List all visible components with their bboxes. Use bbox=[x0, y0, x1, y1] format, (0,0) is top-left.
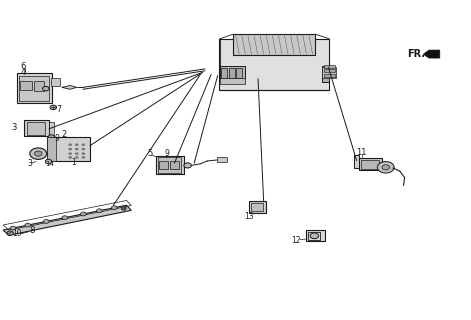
Text: 14: 14 bbox=[45, 161, 54, 167]
Text: 1: 1 bbox=[71, 158, 76, 167]
Text: 11: 11 bbox=[356, 148, 366, 157]
Circle shape bbox=[81, 156, 85, 159]
Bar bbox=[322, 66, 329, 82]
Circle shape bbox=[30, 148, 47, 159]
Circle shape bbox=[42, 86, 49, 91]
Bar bbox=[309, 232, 320, 240]
Bar bbox=[249, 201, 266, 212]
Bar bbox=[219, 66, 245, 79]
Bar bbox=[20, 81, 32, 90]
Circle shape bbox=[45, 159, 52, 164]
Circle shape bbox=[68, 152, 72, 155]
Bar bbox=[17, 73, 52, 103]
Bar bbox=[354, 155, 359, 168]
Bar bbox=[219, 78, 245, 84]
Text: 12: 12 bbox=[291, 236, 300, 245]
Bar bbox=[33, 81, 44, 91]
Bar bbox=[306, 230, 325, 241]
Bar bbox=[221, 68, 227, 78]
Circle shape bbox=[377, 162, 394, 173]
Text: 8: 8 bbox=[30, 226, 35, 235]
Circle shape bbox=[184, 163, 191, 168]
Bar bbox=[170, 161, 179, 169]
Circle shape bbox=[7, 231, 13, 236]
Circle shape bbox=[81, 143, 85, 146]
Circle shape bbox=[81, 148, 85, 150]
Polygon shape bbox=[3, 205, 131, 235]
Circle shape bbox=[111, 206, 117, 210]
Bar bbox=[47, 137, 56, 161]
Circle shape bbox=[43, 220, 49, 223]
Circle shape bbox=[10, 226, 16, 230]
Circle shape bbox=[382, 165, 390, 170]
Text: 3: 3 bbox=[27, 159, 32, 168]
Bar bbox=[361, 160, 379, 169]
Circle shape bbox=[75, 156, 79, 159]
Bar bbox=[47, 137, 90, 161]
Text: 4: 4 bbox=[20, 68, 25, 77]
Text: 6: 6 bbox=[20, 61, 26, 70]
Circle shape bbox=[81, 152, 85, 155]
Polygon shape bbox=[423, 50, 440, 58]
Bar bbox=[24, 120, 49, 136]
Text: 2: 2 bbox=[62, 130, 67, 139]
Bar bbox=[156, 156, 184, 174]
Text: 5: 5 bbox=[147, 149, 153, 158]
Circle shape bbox=[310, 233, 318, 239]
Bar bbox=[233, 34, 315, 55]
Bar bbox=[217, 157, 227, 162]
Bar bbox=[19, 76, 49, 101]
Circle shape bbox=[81, 212, 86, 216]
Bar bbox=[158, 157, 181, 173]
Bar bbox=[324, 74, 334, 77]
Circle shape bbox=[68, 156, 72, 159]
Bar bbox=[324, 69, 334, 72]
Bar bbox=[229, 68, 235, 78]
Text: 3: 3 bbox=[11, 123, 16, 132]
Circle shape bbox=[75, 152, 79, 155]
Bar bbox=[324, 65, 334, 68]
Text: FR.: FR. bbox=[407, 49, 425, 59]
Circle shape bbox=[34, 151, 42, 156]
Circle shape bbox=[50, 105, 57, 110]
Text: 13: 13 bbox=[244, 212, 253, 221]
Circle shape bbox=[25, 223, 31, 227]
Text: 9: 9 bbox=[164, 149, 169, 158]
Circle shape bbox=[62, 216, 68, 220]
Circle shape bbox=[75, 143, 79, 146]
Bar bbox=[159, 161, 168, 169]
Bar bbox=[26, 122, 45, 134]
Text: 10: 10 bbox=[12, 229, 22, 238]
Bar bbox=[219, 39, 329, 90]
Bar bbox=[359, 158, 382, 170]
Bar bbox=[322, 67, 336, 78]
Bar bbox=[51, 78, 60, 86]
Polygon shape bbox=[62, 85, 77, 89]
Circle shape bbox=[122, 207, 126, 210]
Bar bbox=[251, 203, 263, 211]
Circle shape bbox=[68, 148, 72, 150]
Text: 7: 7 bbox=[56, 105, 61, 114]
Bar bbox=[49, 122, 54, 134]
Circle shape bbox=[97, 209, 102, 212]
Circle shape bbox=[68, 143, 72, 146]
Text: 9: 9 bbox=[55, 134, 59, 143]
Circle shape bbox=[48, 135, 55, 139]
Circle shape bbox=[75, 148, 79, 150]
Bar bbox=[236, 68, 242, 78]
